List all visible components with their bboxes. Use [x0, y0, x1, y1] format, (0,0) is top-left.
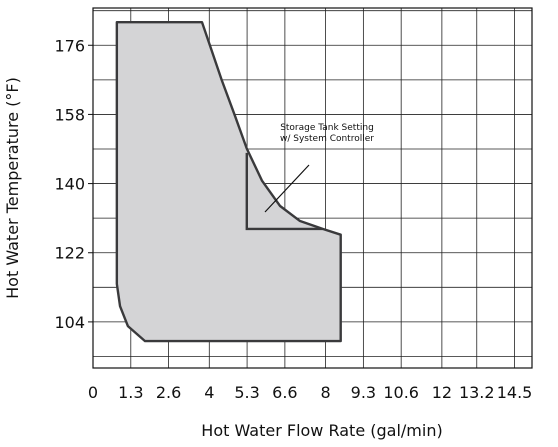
y-tick-label: 140 [54, 175, 85, 194]
annotation: Storage Tank Setting [280, 123, 374, 133]
x-tick-label: 9.3 [351, 383, 376, 402]
tank-setting-line [245, 152, 323, 231]
x-tick-label: 1.3 [118, 383, 143, 402]
x-axis-label: Hot Water Flow Rate (gal/min) [201, 421, 442, 440]
y-tick-label: 122 [54, 244, 85, 263]
y-axis-label: Hot Water Temperature (°F) [3, 77, 22, 299]
y-tick-label: 176 [54, 36, 85, 55]
annotation-leader [264, 164, 310, 213]
x-tick-label: 0 [88, 383, 98, 402]
region [115, 21, 342, 343]
x-tick-label: 14.5 [497, 383, 533, 402]
marks [115, 21, 342, 343]
annotation: w/ System Controller [280, 134, 374, 144]
plot-frame [92, 7, 533, 369]
x-tick-label: 12 [432, 383, 452, 402]
x-tick-label: 8 [320, 383, 330, 402]
x-tick-label: 2.6 [156, 383, 181, 402]
y-tick-label: 158 [54, 105, 85, 124]
x-tick-label: 6.6 [272, 383, 297, 402]
y-tick-label: 104 [54, 313, 85, 332]
x-tick-label: 10.6 [383, 383, 419, 402]
x-tick-label: 5.3 [234, 383, 259, 402]
x-tick-label: 4 [204, 383, 214, 402]
x-tick-label: 13.2 [459, 383, 495, 402]
